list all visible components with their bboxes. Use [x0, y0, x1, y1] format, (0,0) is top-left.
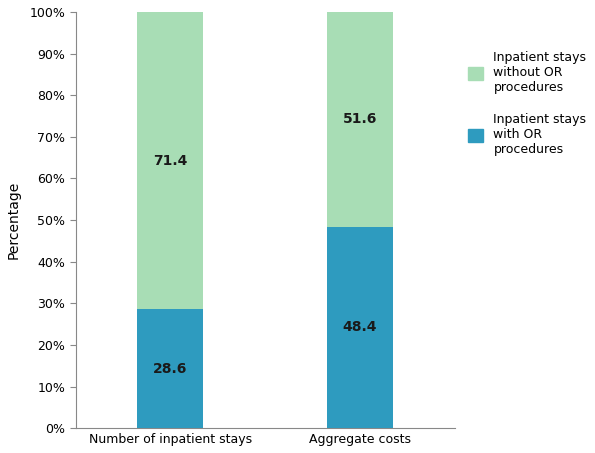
Text: 28.6: 28.6 — [153, 361, 187, 376]
Text: 71.4: 71.4 — [153, 154, 187, 168]
Text: 51.6: 51.6 — [343, 112, 377, 126]
Text: 48.4: 48.4 — [343, 320, 377, 334]
Bar — [327, 12, 393, 227]
Bar — [137, 309, 203, 428]
Bar — [327, 227, 393, 428]
Bar — [137, 12, 203, 309]
Y-axis label: Percentage: Percentage — [7, 181, 21, 259]
Legend: Inpatient stays
without OR
procedures, Inpatient stays
with OR
procedures: Inpatient stays without OR procedures, I… — [468, 52, 587, 156]
